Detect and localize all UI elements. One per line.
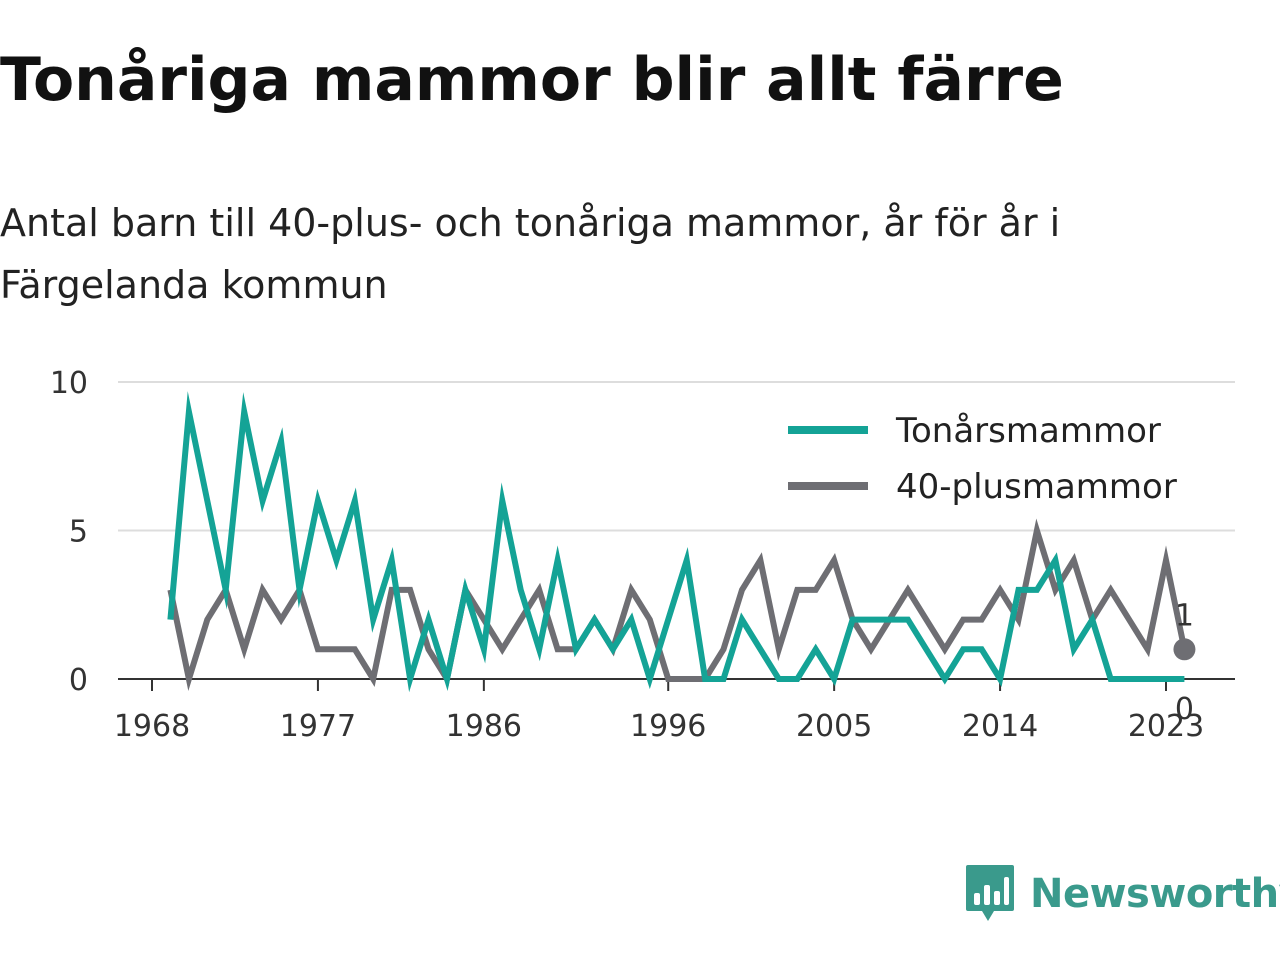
end-markers: 10 <box>1173 598 1196 727</box>
end-point-marker <box>1173 638 1196 661</box>
x-tick-label: 1996 <box>630 709 706 744</box>
chart-title: Tonåriga mammor blir allt färre <box>0 45 1064 115</box>
legend-item[interactable]: Tonårsmammor <box>788 411 1161 451</box>
series-line-40-plusmammor <box>167 518 1188 691</box>
x-tick-label: 1977 <box>280 709 356 744</box>
newsworthy-logo-icon <box>966 865 1014 921</box>
brand-name: Newsworthy <box>1030 871 1280 917</box>
end-value-label: 0 <box>1175 692 1194 727</box>
x-tick-label: 1986 <box>446 709 522 744</box>
y-tick-label: 10 <box>50 366 88 401</box>
legend-label: Tonårsmammor <box>895 411 1161 451</box>
series-line-tonarsmammor <box>167 391 1185 693</box>
grid-lines <box>118 381 1235 532</box>
series-lines <box>167 391 1188 693</box>
chart-subtitle: Antal barn till 40-plus- och tonåriga ma… <box>0 201 1061 307</box>
legend: Tonårsmammor 40-plusmammor <box>788 411 1177 507</box>
legend-item[interactable]: 40-plusmammor <box>788 467 1177 507</box>
y-tick-label: 0 <box>69 663 88 698</box>
legend-label: 40-plusmammor <box>896 467 1177 507</box>
y-tick-label: 5 <box>69 515 88 550</box>
brand-logo[interactable]: Newsworthy <box>964 862 1280 926</box>
x-tick-label: 2005 <box>796 709 872 744</box>
end-value-label: 1 <box>1175 598 1194 633</box>
x-tick-label: 1968 <box>114 709 190 744</box>
x-tick-label: 2014 <box>962 709 1038 744</box>
x-tick-label: 2023 <box>1128 709 1204 744</box>
